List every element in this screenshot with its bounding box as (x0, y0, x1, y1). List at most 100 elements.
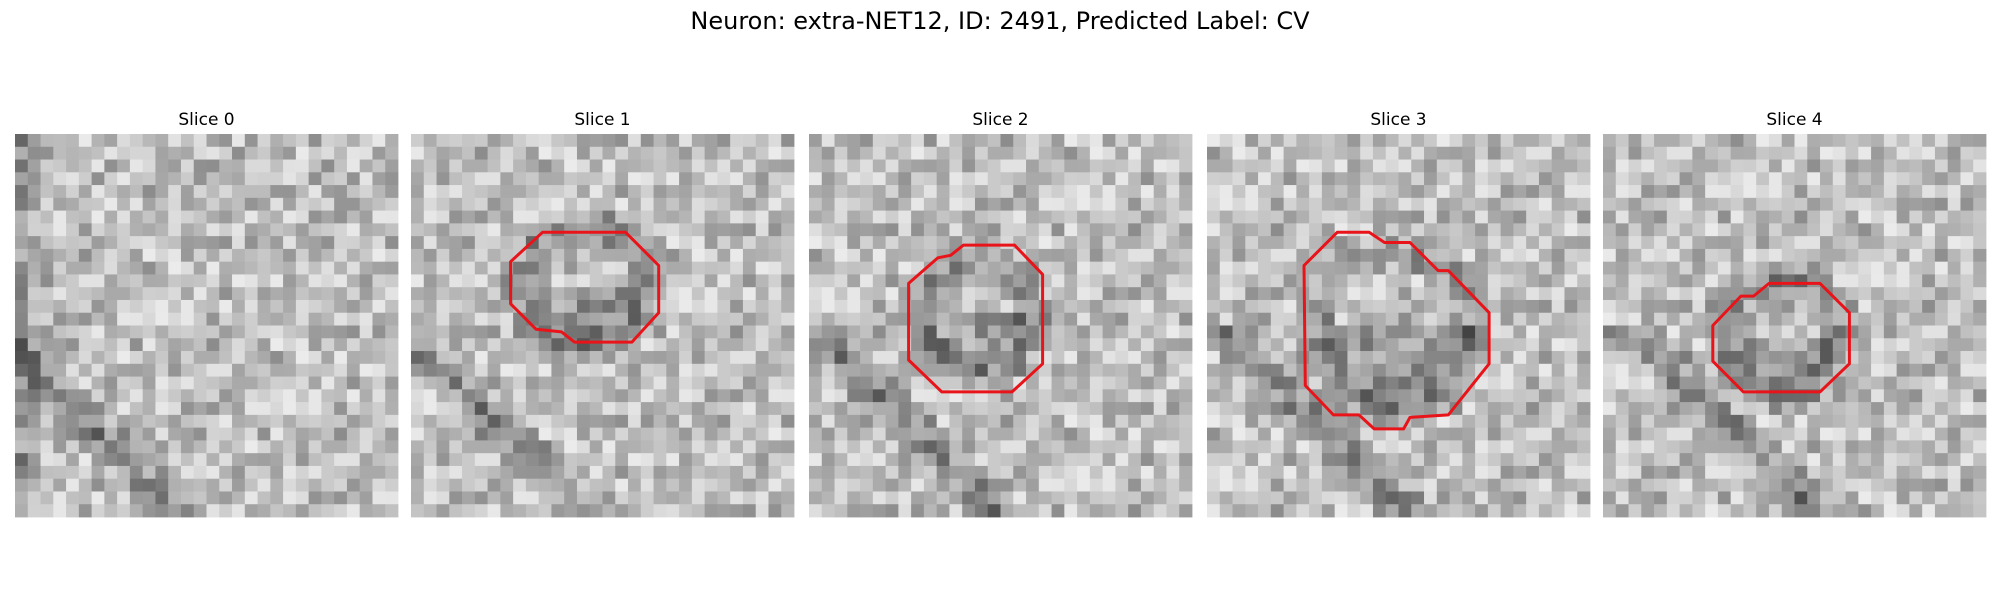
pixel (295, 325, 310, 339)
pixel (987, 210, 1001, 224)
pixel (53, 287, 67, 301)
pixel (1128, 236, 1142, 250)
pixel (1013, 287, 1027, 301)
pixel (411, 478, 425, 492)
pixel (640, 376, 654, 390)
pixel (1666, 248, 1680, 263)
pixel (589, 223, 603, 237)
pixel (346, 134, 361, 148)
pixel (885, 402, 899, 416)
pixel (168, 287, 182, 301)
pixel (1102, 261, 1116, 275)
pixel (53, 299, 67, 314)
pixel (576, 389, 591, 403)
pixel (1449, 453, 1463, 467)
pixel (1232, 134, 1246, 148)
pixel (53, 248, 67, 263)
pixel (1807, 427, 1821, 441)
pixel (589, 185, 603, 199)
pixel (730, 223, 744, 237)
pixel (15, 504, 29, 518)
pixel (1666, 185, 1680, 199)
pixel (640, 172, 654, 186)
pixel (219, 414, 233, 429)
pixel (936, 491, 950, 505)
pixel (1051, 363, 1065, 377)
pixel (91, 287, 105, 301)
pixel (1654, 134, 1668, 148)
pixel (1947, 197, 1961, 211)
pixel (1692, 197, 1706, 211)
pixel (1717, 159, 1732, 173)
pixel (1500, 427, 1514, 441)
pixel (704, 427, 718, 441)
pixel (1219, 185, 1233, 199)
pixel (1807, 172, 1821, 186)
pixel (1487, 223, 1502, 237)
pixel (949, 159, 963, 173)
pixel (1832, 504, 1846, 518)
pixel (1705, 134, 1719, 148)
pixel (962, 236, 976, 250)
pixel (1960, 185, 1974, 199)
pixel (206, 414, 220, 429)
pixel (1603, 299, 1617, 314)
pixel (1666, 414, 1680, 429)
pixel (1372, 363, 1387, 377)
pixel (1641, 453, 1655, 467)
pixel (104, 236, 118, 250)
pixel (847, 261, 861, 275)
pixel (872, 146, 886, 160)
pixel (1166, 299, 1180, 314)
pixel (78, 453, 92, 467)
pixel (244, 274, 258, 288)
pixel (1115, 414, 1129, 429)
pixel (129, 478, 144, 492)
pixel (1102, 185, 1116, 199)
pixel (53, 504, 67, 518)
pixel (1232, 185, 1246, 199)
pixel (1705, 159, 1719, 173)
pixel (244, 134, 258, 148)
pixel (653, 491, 667, 505)
pixel (1128, 427, 1142, 441)
pixel (1232, 312, 1246, 326)
pixel (142, 146, 156, 160)
pixel (168, 146, 182, 160)
pixel (691, 299, 706, 314)
pixel (1781, 299, 1795, 314)
pixel (755, 287, 769, 301)
pixel (717, 363, 731, 377)
pixel (1743, 197, 1757, 211)
pixel (1334, 389, 1348, 403)
pixel (155, 134, 169, 148)
pixel (155, 453, 169, 467)
pixel (1973, 274, 1987, 288)
pixel (270, 248, 284, 263)
pixel (449, 504, 463, 518)
pixel (334, 478, 348, 492)
pixel (911, 478, 925, 492)
pixel (1628, 172, 1642, 186)
pixel (1487, 274, 1502, 288)
pixel (206, 338, 220, 352)
pixel (1973, 351, 1987, 365)
pixel (423, 261, 437, 275)
pixel (1705, 465, 1719, 480)
pixel (1794, 146, 1808, 160)
pixel (53, 338, 67, 352)
pixel (1360, 210, 1374, 224)
pixel (1487, 325, 1502, 339)
pixel (334, 376, 348, 390)
pixel (640, 389, 654, 403)
pixel (1179, 146, 1193, 160)
pixel (1232, 389, 1246, 403)
pixel (1462, 197, 1476, 211)
pixel (1102, 427, 1116, 441)
pixel (525, 427, 540, 441)
pixel (193, 223, 207, 237)
pixel (936, 223, 950, 237)
pixel (219, 427, 233, 441)
pixel (1128, 299, 1142, 314)
pixel (1296, 363, 1310, 377)
